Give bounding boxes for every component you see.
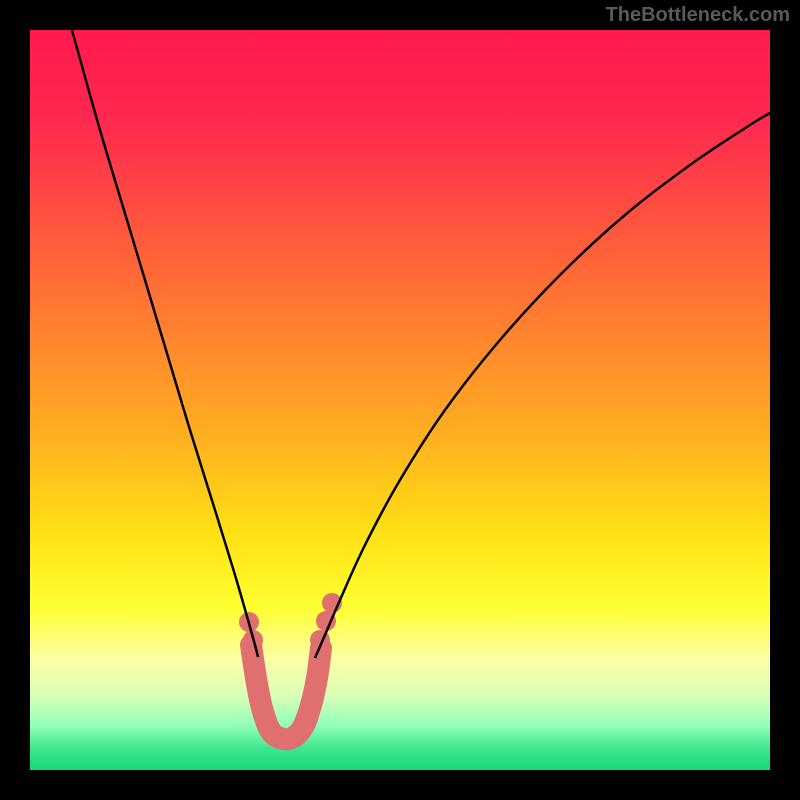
chart-container: TheBottleneck.com	[0, 0, 800, 800]
watermark-text: TheBottleneck.com	[606, 4, 790, 27]
bottleneck-chart	[0, 0, 800, 800]
plot-background	[30, 30, 770, 770]
